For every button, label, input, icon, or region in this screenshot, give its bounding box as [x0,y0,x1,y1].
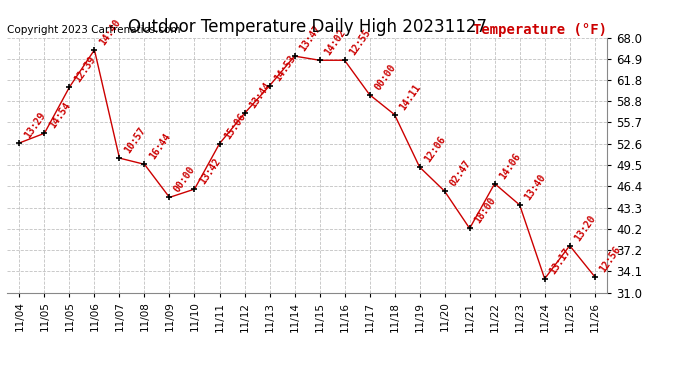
Text: 14:40: 14:40 [97,17,122,47]
Text: 13:29: 13:29 [22,110,47,140]
Text: 13:20: 13:20 [573,213,598,243]
Text: 14:06: 14:06 [497,151,522,181]
Text: Copyright 2023 Carfrenatics.com: Copyright 2023 Carfrenatics.com [7,25,180,35]
Text: Temperature (°F): Temperature (°F) [473,24,607,38]
Text: 13:17: 13:17 [547,246,573,276]
Text: 12:55: 12:55 [347,28,373,57]
Text: 14:54: 14:54 [47,101,72,130]
Text: 00:00: 00:00 [373,62,397,92]
Text: 13:47: 13:47 [297,24,322,53]
Text: 12:39: 12:39 [72,54,97,84]
Text: 13:44: 13:44 [247,81,273,111]
Text: 02:47: 02:47 [447,159,473,188]
Text: 15:06: 15:06 [222,111,247,141]
Text: 14:02: 14:02 [322,28,347,57]
Title: Outdoor Temperature Daily High 20231127: Outdoor Temperature Daily High 20231127 [128,18,486,36]
Text: 12:06: 12:06 [422,135,447,164]
Text: 12:56: 12:56 [598,244,622,274]
Text: 18:00: 18:00 [473,196,497,226]
Text: 14:11: 14:11 [397,82,422,112]
Text: 13:42: 13:42 [197,156,222,186]
Text: 10:57: 10:57 [122,126,147,155]
Text: 00:00: 00:00 [172,165,197,195]
Text: 16:44: 16:44 [147,132,172,162]
Text: 13:40: 13:40 [522,172,547,202]
Text: 14:53: 14:53 [273,53,297,83]
